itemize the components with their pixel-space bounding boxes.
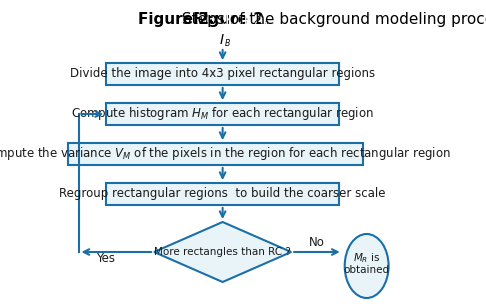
- Text: No: No: [309, 236, 325, 248]
- FancyBboxPatch shape: [69, 143, 363, 165]
- Text: Yes: Yes: [97, 251, 116, 264]
- Text: Figure 2.: Figure 2.: [138, 12, 215, 27]
- FancyBboxPatch shape: [106, 63, 339, 85]
- Circle shape: [345, 234, 389, 298]
- FancyBboxPatch shape: [106, 183, 339, 205]
- Text: Regroup rectangular regions  to build the coarser scale: Regroup rectangular regions to build the…: [59, 188, 386, 201]
- Text: Compute histogram $H_M$ for each rectangular region: Compute histogram $H_M$ for each rectang…: [71, 105, 374, 123]
- Text: Steps of the background modeling process.: Steps of the background modeling process…: [177, 12, 486, 27]
- FancyBboxPatch shape: [106, 103, 339, 125]
- Polygon shape: [154, 222, 291, 282]
- Text: Figure 2. Steps of the background modeling process.: Figure 2. Steps of the background modeli…: [30, 12, 434, 27]
- Text: $I$: $I$: [219, 33, 225, 47]
- Text: Figure 2.: Figure 2.: [193, 12, 270, 27]
- Text: $_B$: $_B$: [224, 38, 231, 50]
- Text: obtained: obtained: [344, 265, 390, 275]
- Text: More rectangles than RC ?: More rectangles than RC ?: [154, 247, 291, 257]
- Text: Divide the image into 4x3 pixel rectangular regions: Divide the image into 4x3 pixel rectangu…: [70, 67, 375, 81]
- Text: $M_R$ is: $M_R$ is: [353, 251, 381, 265]
- Text: Compute the variance $V_M$ of the pixels in the region for each rectangular regi: Compute the variance $V_M$ of the pixels…: [0, 146, 451, 163]
